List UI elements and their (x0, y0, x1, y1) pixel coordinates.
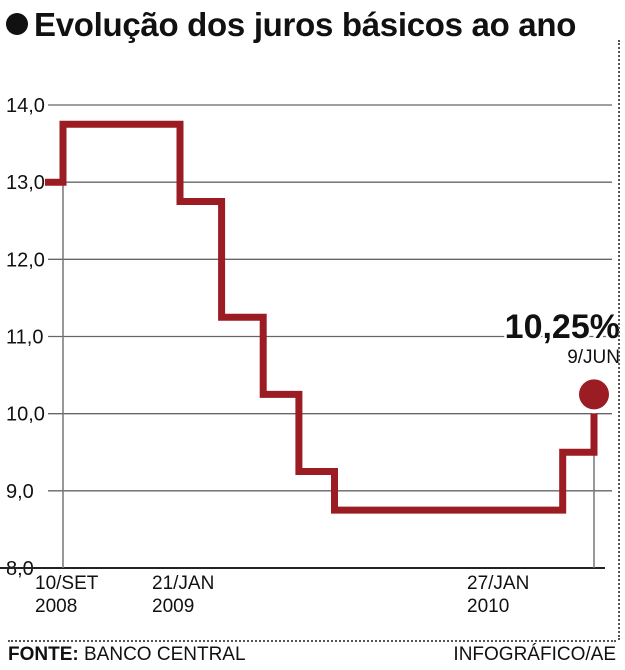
footer-divider (8, 640, 616, 642)
value-annotation: 10,25% (505, 308, 620, 346)
chart-area: 14,013,012,011,010,09,08,010/SET200821/J… (0, 95, 620, 617)
x-tick-label: 2008 (35, 596, 77, 617)
y-tick-label: 14,0 (6, 95, 45, 117)
source-note: FONTE: BANCO CENTRAL (8, 644, 246, 666)
source-label: FONTE: (8, 644, 79, 665)
credit-note: INFOGRÁFICO/AE (453, 644, 616, 665)
footer: FONTE: BANCO CENTRAL INFOGRÁFICO/AE (8, 640, 616, 670)
y-tick-label: 10,0 (6, 404, 45, 426)
right-divider (618, 40, 620, 640)
y-tick-label: 9,0 (6, 481, 34, 503)
series-line (45, 120, 598, 514)
chart-title-text: Evolução dos juros básicos ao ano (34, 6, 577, 43)
bullet-icon (6, 13, 28, 36)
x-tick-label: 21/JAN (152, 573, 214, 594)
x-tick-label: 27/JAN (467, 573, 529, 594)
source-value: BANCO CENTRAL (84, 644, 246, 665)
chart-title: Evolução dos juros básicos ao ano (6, 6, 576, 44)
date-annotation: 9/JUN (567, 347, 620, 368)
endpoint-marker (579, 379, 609, 410)
x-tick-label: 2009 (152, 596, 194, 617)
y-tick-label: 12,0 (6, 249, 45, 271)
x-tick-label: 10/SET (35, 573, 99, 594)
x-tick-label: 2010 (467, 596, 509, 617)
y-tick-label: 11,0 (6, 327, 43, 349)
y-tick-label: 13,0 (6, 172, 45, 194)
